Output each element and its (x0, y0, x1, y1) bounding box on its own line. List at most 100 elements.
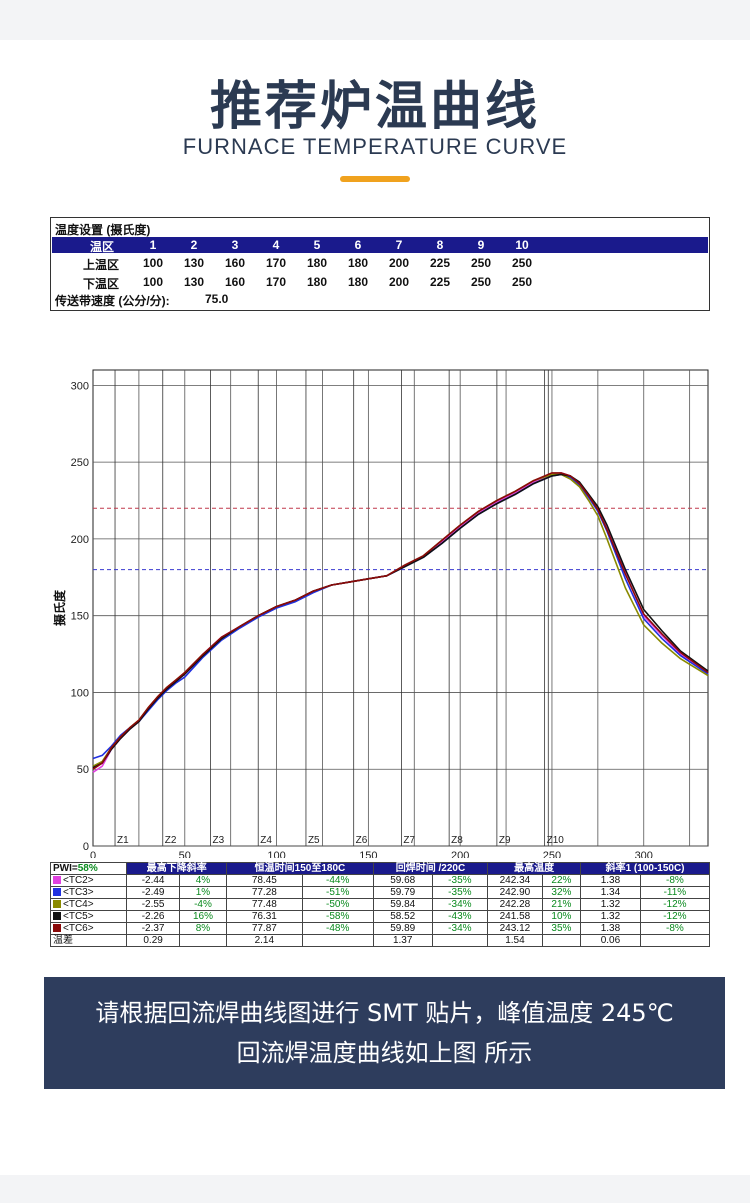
banner-line-1: 请根据回流焊曲线图进行 SMT 贴片，峰值温度 245℃ (95, 999, 674, 1027)
lower-label: 下温区 (82, 277, 119, 291)
upper-value: 225 (429, 256, 451, 270)
delta-cell: 1.54 (487, 934, 543, 947)
stats-cell: 59.68 (372, 874, 433, 887)
stats-row: <TC2> -2.44 4% 78.45 -44% 59.68 -35% 242.34 22% 1… (49, 874, 711, 887)
stats-cell: 1.32 (580, 898, 641, 911)
stats-cell: 59.89 (372, 922, 433, 935)
zone-marker-label: Z5 (308, 835, 320, 846)
stats-cell: -2.55 (126, 898, 180, 911)
upper-value: 170 (265, 256, 287, 270)
stats-row: <TC5> -2.26 16% 76.31 -58% 58.52 -43% 241.58 10%… (49, 910, 711, 923)
stats-header: 斜率1 (100-150C) (580, 862, 710, 875)
delta-row: 温差 0.29 2.14 1.37 1.54 0.06 (49, 934, 711, 947)
upper-value: 160 (224, 256, 246, 270)
stats-cell: -2.37 (126, 922, 180, 935)
lower-value: 160 (224, 275, 246, 289)
probe-cell: <TC5> (49, 910, 128, 923)
pwi-value: 58% (77, 863, 98, 874)
stats-cell: -4% (178, 898, 228, 911)
delta-cell (431, 934, 489, 947)
delta-cell (639, 934, 711, 947)
probe-cell: <TC3> (49, 886, 128, 899)
stats-cell: 242.90 (487, 886, 543, 899)
stats-cell: -12% (639, 898, 711, 911)
stats-cell: 16% (178, 910, 228, 923)
stats-cell: -34% (431, 898, 489, 911)
y-tick-label: 150 (71, 611, 89, 623)
upper-value: 250 (470, 256, 492, 270)
info-banner: 请根据回流焊曲线图进行 SMT 贴片，峰值温度 245℃ 回流焊温度曲线如上图 … (44, 977, 725, 1089)
y-tick-label: 200 (71, 534, 89, 546)
probe-name: <TC6> (63, 923, 94, 934)
x-tick-label: 300 (635, 850, 653, 858)
stats-table: PWI=58% 最高下降斜率 恒温时间150至180C 回焊时间 /220C 最… (49, 862, 711, 947)
lower-value: 180 (347, 275, 369, 289)
probe-name: <TC4> (63, 899, 94, 910)
speed-value: 75.0 (205, 292, 229, 306)
zone-marker-label: Z1 (117, 835, 129, 846)
stats-cell: 1.32 (580, 910, 641, 923)
zone-label: 温区 (89, 240, 114, 254)
stats-cell: -2.49 (126, 886, 180, 899)
stats-cell: 1.38 (580, 874, 641, 887)
stats-cell: -35% (431, 886, 489, 899)
zone-header-row: 温区 (52, 237, 708, 254)
y-tick-label: 100 (71, 687, 89, 699)
stats-cell: -2.44 (126, 874, 180, 887)
upper-label: 上温区 (82, 258, 119, 272)
delta-cell (301, 934, 374, 947)
zone-marker-label: Z6 (356, 835, 368, 846)
y-tick-label: 50 (77, 764, 89, 776)
stats-header-row: PWI=58% 最高下降斜率 恒温时间150至180C 回焊时间 /220C 最… (49, 862, 710, 875)
upper-value: 180 (347, 256, 369, 270)
zone-num: 5 (313, 238, 321, 252)
x-tick-label: 50 (179, 850, 191, 858)
stats-cell: -35% (431, 874, 489, 887)
zone-num: 10 (515, 238, 529, 252)
stats-cell: 1% (178, 886, 228, 899)
zone-marker-label: Z8 (451, 835, 463, 846)
zone-num: 3 (231, 238, 239, 252)
stats-header: 回焊时间 /220C (372, 862, 489, 875)
probe-swatch (53, 900, 61, 909)
probe-name: <TC3> (63, 887, 94, 898)
stats-cell: -58% (301, 910, 374, 923)
lower-value: 225 (429, 275, 451, 289)
lower-value: 250 (470, 275, 492, 289)
delta-label: 温差 (49, 934, 128, 947)
x-tick-label: 0 (90, 850, 96, 858)
stats-cell: -2.26 (126, 910, 180, 923)
probe-cell: <TC2> (49, 874, 128, 887)
page-title: 推荐炉温曲线 (209, 77, 540, 137)
probe-swatch (53, 888, 61, 897)
y-tick-label: 300 (71, 380, 89, 392)
stats-cell: 8% (178, 922, 228, 935)
probe-cell: <TC4> (49, 898, 128, 911)
stats-cell: -50% (301, 898, 374, 911)
stats-cell: -43% (431, 910, 489, 923)
probe-cell: <TC6> (49, 922, 128, 935)
series-line (92, 472, 709, 770)
stats-cell: -11% (639, 886, 711, 899)
delta-cell: 1.37 (372, 934, 433, 947)
probe-swatch (53, 912, 61, 921)
stats-cell: 243.12 (487, 922, 543, 935)
probe-name: <TC5> (63, 911, 94, 922)
stats-cell: 21% (541, 898, 582, 911)
stats-cell: 59.84 (372, 898, 433, 911)
stats-cell: -48% (301, 922, 374, 935)
lower-value: 250 (511, 275, 533, 289)
stats-cell: -12% (639, 910, 711, 923)
x-tick-label: 250 (543, 850, 561, 858)
speed-label: 传送带速度 (公分/分): (55, 294, 170, 308)
stats-cell: 1.34 (580, 886, 641, 899)
stats-cell: 242.28 (487, 898, 543, 911)
upper-value: 130 (183, 256, 205, 270)
page-subtitle: FURNACE TEMPERATURE CURVE (182, 134, 568, 159)
delta-cell (178, 934, 228, 947)
x-tick-label: 150 (359, 850, 377, 858)
stats-cell: 58.52 (372, 910, 433, 923)
zone-marker-label: Z2 (165, 835, 177, 846)
lower-value: 100 (142, 275, 164, 289)
stats-cell: 35% (541, 922, 582, 935)
